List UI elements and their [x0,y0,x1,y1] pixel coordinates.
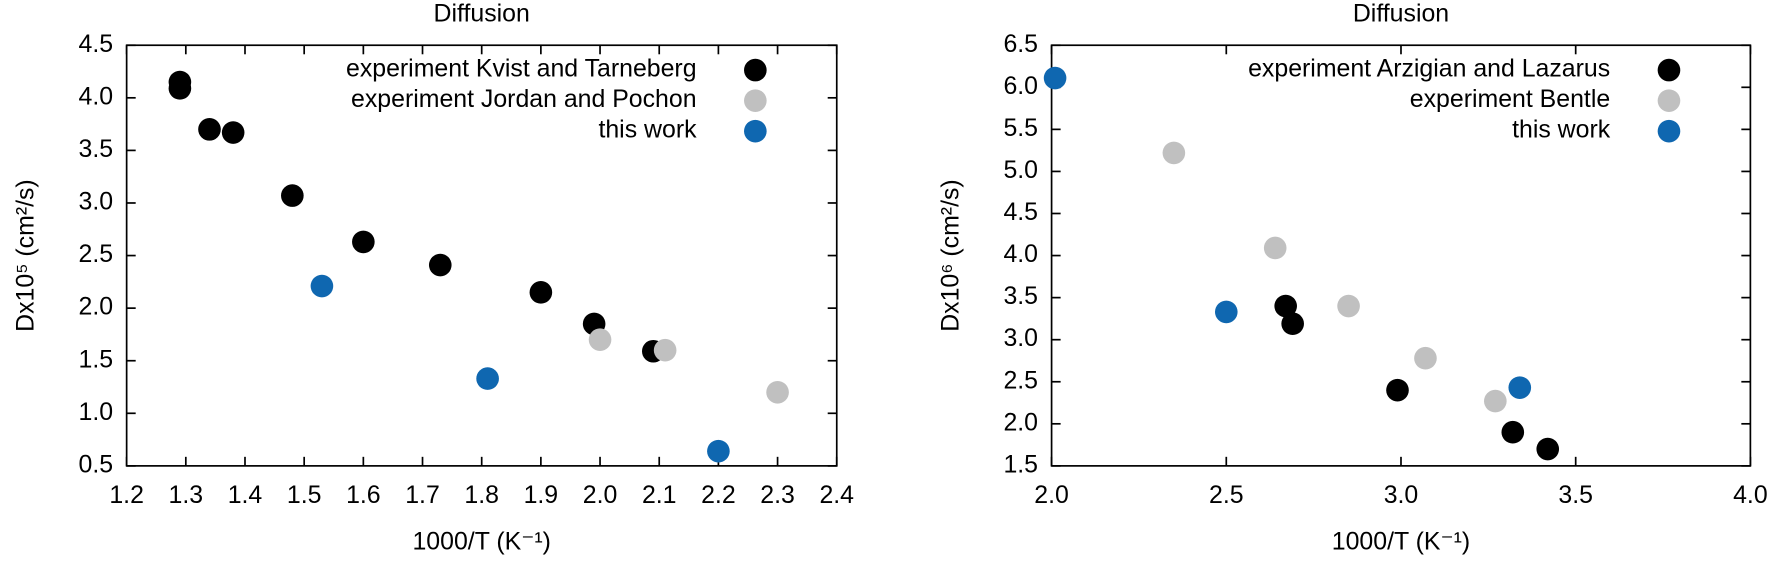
legend-marker [1657,89,1681,112]
chart-title: Diffusion [1353,0,1449,27]
marker [1508,376,1532,399]
marker [1281,312,1304,336]
marker [1337,294,1360,318]
y-tick-label: 6.5 [1003,30,1038,58]
legend-marker [1657,58,1681,82]
y-tick-label: 4.5 [79,30,114,58]
y-tick-label: 3.5 [1003,282,1038,310]
x-tick-label: 2.0 [583,481,618,509]
marker [766,380,789,404]
marker [1536,437,1560,461]
marker [1263,236,1287,260]
marker [707,439,730,463]
y-tick-label: 3.5 [79,135,114,163]
chart: Diffusion 1000/T (K⁻¹) Dx10⁵ (cm²/s) 1.2 1.3… [12,0,854,555]
chart-title: Diffusion [434,0,530,27]
legend-label: this work [598,116,697,144]
y-tick-label: 0.5 [79,450,114,478]
marker [198,118,221,141]
marker [476,367,499,390]
x-tick-label: 2.2 [701,481,736,509]
marker [168,77,192,100]
marker [1043,66,1067,90]
x-tick-label: 2.4 [819,481,854,509]
marker [1414,346,1437,370]
marker [588,328,612,351]
y-tick-label: 4.0 [1003,240,1038,268]
y-tick-label: 1.5 [1003,450,1038,478]
legend-marker [744,119,767,143]
x-tick-label: 1.7 [405,481,440,509]
plot-frame [1050,44,1752,467]
marker [1162,141,1186,165]
marker [221,121,245,144]
y-tick-label: 4.5 [1003,198,1038,226]
x-tick-label: 3.0 [1384,481,1419,509]
x-tick-label: 2.3 [760,481,795,509]
y-tick-label: 1.5 [79,345,114,373]
y-tick-label: 6.0 [1003,72,1038,100]
y-axis-label: Dx10⁵ (cm²/s) [12,179,40,332]
marker [1501,420,1525,444]
x-tick-label: 4.0 [1733,481,1768,509]
y-tick-label: 1.0 [79,398,114,426]
x-axis-label: 1000/T (K⁻¹) [1332,527,1470,555]
marker [653,338,677,362]
x-tick-label: 2.5 [1209,481,1244,509]
marker [1214,300,1238,324]
legend-label: this work [1512,116,1611,144]
legend-marker [1657,119,1681,143]
y-tick-label: 2.0 [79,293,114,321]
marker [352,230,375,254]
x-tick-label: 1.9 [524,481,559,509]
marker [428,253,452,277]
marker [1484,389,1507,413]
y-tick-label: 3.0 [1003,324,1038,352]
x-tick-label: 1.2 [109,481,144,509]
y-tick-label: 5.0 [1003,156,1038,184]
y-tick-label: 4.0 [79,82,114,110]
y-axis-label: Dx10⁶ (cm²/s) [937,179,965,331]
x-tick-label: 1.5 [287,481,322,509]
marker [281,184,304,207]
x-tick-label: 3.5 [1558,481,1593,509]
x-axis-label: 1000/T (K⁻¹) [412,527,550,555]
y-tick-label: 2.5 [1003,366,1038,394]
y-tick-label: 3.0 [79,188,114,216]
legend-marker [744,58,767,82]
marker [529,281,553,304]
legend-label: experiment Kvist and Tarneberg [346,55,697,83]
legend-label: experiment Arzigian and Lazarus [1248,55,1610,83]
legend-label: experiment Bentle [1410,85,1610,113]
x-tick-label: 2.1 [642,481,677,509]
y-tick-label: 2.5 [79,240,114,268]
marker [1274,294,1297,318]
x-tick-label: 1.8 [464,481,499,509]
chart: Diffusion 1000/T (K⁻¹) Dx10⁶ (cm²/s) 2.0 2.5… [937,0,1768,555]
marker [1386,378,1409,402]
x-tick-label: 1.6 [346,481,381,509]
marker [310,274,334,298]
x-tick-label: 1.4 [228,481,263,509]
y-tick-label: 2.0 [1003,408,1038,436]
legend-marker [744,89,767,112]
y-tick-label: 5.5 [1003,114,1038,142]
legend-label: experiment Jordan and Pochon [351,85,697,113]
x-tick-label: 1.3 [169,481,204,509]
x-tick-label: 2.0 [1034,481,1069,509]
